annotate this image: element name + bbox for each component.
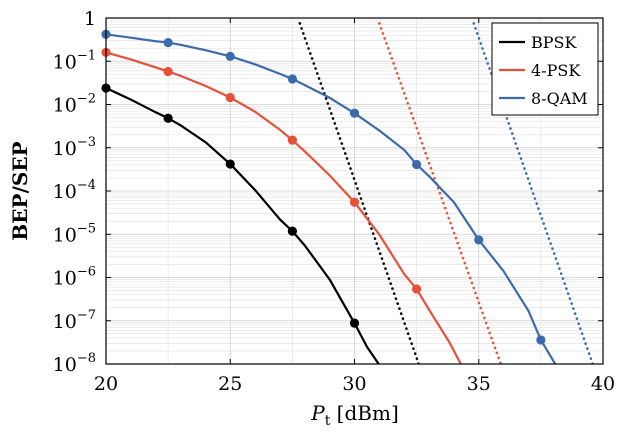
x-axis-title-subscript: t <box>325 413 331 429</box>
x-tick-label: 35 <box>467 373 491 395</box>
asymptote-line <box>472 22 595 364</box>
data-point <box>163 66 173 77</box>
series-line <box>106 51 463 364</box>
asymptote-line <box>298 22 421 364</box>
x-axis-title-symbol: P <box>310 401 325 425</box>
x-tick-label: 30 <box>342 373 366 395</box>
data-point <box>474 235 484 245</box>
legend-label: BPSK <box>531 33 577 52</box>
data-point <box>287 74 297 84</box>
legend-label: 4-PSK <box>531 61 581 80</box>
asymptote-lines <box>298 22 595 364</box>
data-point <box>349 108 360 118</box>
y-tick-label: 10−8 <box>53 351 96 376</box>
y-axis-title: BEP/SEP <box>8 141 32 240</box>
y-tick-label: 10−2 <box>53 92 96 117</box>
series-line <box>106 87 381 364</box>
data-point <box>163 37 173 48</box>
data-point <box>349 318 360 328</box>
y-tick-label: 10−5 <box>53 221 96 246</box>
data-point <box>287 135 297 145</box>
data-point <box>412 284 422 294</box>
legend: BPSK 4-PSK 8-QAM <box>491 22 599 116</box>
data-point <box>536 335 546 345</box>
x-axis-title-unit: [dBm] <box>330 401 398 425</box>
data-point <box>225 92 235 103</box>
data-point <box>412 159 422 170</box>
series-line <box>106 33 557 364</box>
asymptote-line <box>378 22 503 364</box>
y-tick-label: 10−6 <box>53 265 96 290</box>
data-point <box>225 51 235 61</box>
data-point <box>225 159 235 169</box>
x-tick-label: 25 <box>218 373 242 395</box>
x-axis-title: Pt [dBm] <box>310 401 399 429</box>
y-tick-label: 10−4 <box>53 178 96 203</box>
y-axis-ticks: 1 10−1 10−2 10−3 10−4 10−5 10−6 10−7 10−8 <box>53 8 603 376</box>
data-point <box>349 197 360 207</box>
x-axis-ticks: 20 25 30 35 40 <box>94 18 615 395</box>
legend-label: 8-QAM <box>531 89 588 108</box>
y-tick-label: 10−3 <box>53 135 96 160</box>
x-tick-label: 40 <box>591 373 615 395</box>
x-tick-label: 20 <box>94 373 118 395</box>
y-tick-label: 1 <box>84 8 96 30</box>
data-point <box>287 226 297 236</box>
y-tick-label: 10−1 <box>53 48 96 73</box>
series-markers <box>101 29 546 345</box>
data-point <box>163 113 173 123</box>
y-tick-label: 10−7 <box>53 308 96 333</box>
